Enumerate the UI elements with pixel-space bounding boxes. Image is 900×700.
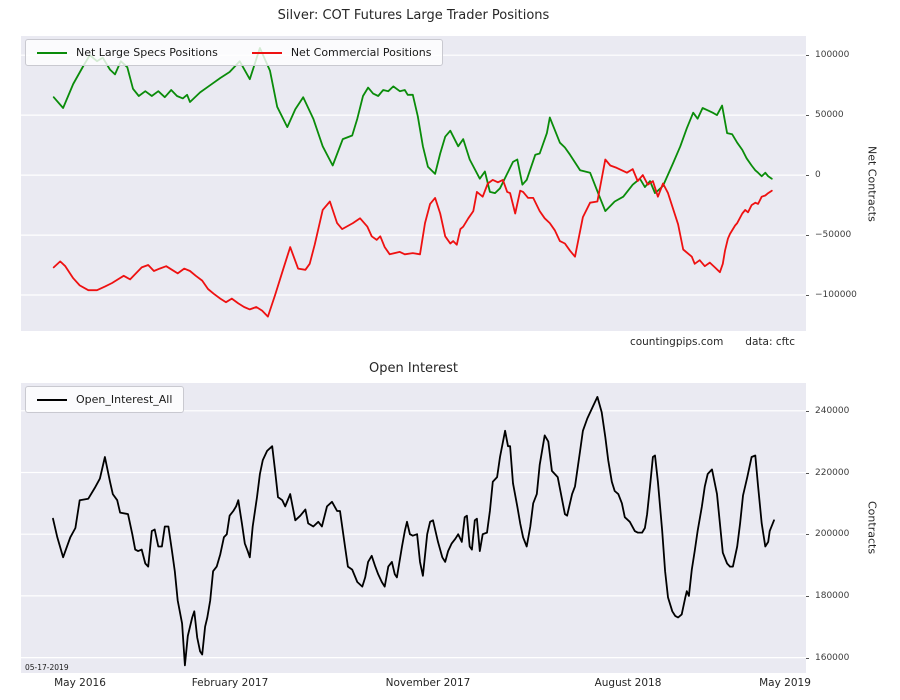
site-credit: countingpips.com xyxy=(629,336,724,348)
y-tick-mark xyxy=(806,175,809,177)
legend-item-commercials: Net Commercial Positions xyxy=(251,46,432,59)
y-tick-mark xyxy=(806,410,809,412)
y-tick-label: 220000 xyxy=(815,467,850,478)
top-y-axis-title: Net Contracts xyxy=(865,145,879,222)
y-tick-mark xyxy=(806,115,809,117)
y-tick-mark xyxy=(806,657,809,659)
net-positions-plot: Net Large Specs Positions Net Commercial… xyxy=(21,36,806,331)
y-tick-label: 160000 xyxy=(815,652,850,663)
y-tick-label: 0 xyxy=(815,170,821,181)
bottom-y-axis: 240000 220000 200000 180000 160000 xyxy=(806,383,898,673)
series-line xyxy=(52,47,773,213)
legend-item-large-specs: Net Large Specs Positions xyxy=(37,46,218,59)
series-line xyxy=(52,395,775,667)
top-legend: Net Large Specs Positions Net Commercial… xyxy=(25,39,444,66)
x-tick-label: August 2018 xyxy=(594,677,662,689)
bottom-y-axis-title: Contracts xyxy=(865,501,879,555)
bottom-chart-title: Open Interest xyxy=(369,361,458,376)
bottom-x-axis: May 2016 February 2017 November 2017 August… xyxy=(21,677,811,691)
legend-label-large-specs: Net Large Specs Positions xyxy=(76,46,218,59)
y-tick-label: −100000 xyxy=(815,290,857,300)
x-tick-label: May 2019 xyxy=(759,677,811,689)
green-line-sample-icon xyxy=(37,51,67,54)
open-interest-canvas xyxy=(21,395,806,667)
legend-label-open-interest: Open_Interest_All xyxy=(76,393,173,406)
legend-item-open-interest: Open_Interest_All xyxy=(37,393,172,406)
y-tick-mark xyxy=(806,235,809,237)
y-tick-mark xyxy=(806,295,809,296)
y-tick-mark xyxy=(806,534,809,536)
y-tick-label: −50000 xyxy=(815,230,852,241)
x-tick-label: May 2016 xyxy=(54,677,106,689)
top-chart-title: Silver: COT Futures Large Trader Positio… xyxy=(277,8,550,23)
y-tick-mark xyxy=(806,472,809,474)
net-positions-canvas xyxy=(21,47,806,318)
bottom-legend: Open_Interest_All xyxy=(25,386,185,413)
y-tick-mark xyxy=(806,595,809,597)
y-tick-mark xyxy=(806,55,809,57)
black-line-sample-icon xyxy=(37,398,67,401)
x-tick-label: February 2017 xyxy=(191,677,269,689)
report-date-label: 05-17-2019 xyxy=(25,663,69,672)
red-line-sample-icon xyxy=(251,51,282,54)
legend-label-commercials: Net Commercial Positions xyxy=(290,46,432,59)
y-tick-label: 50000 xyxy=(815,110,844,121)
credits-row: countingpips.com data: cftc xyxy=(21,336,806,348)
x-tick-label: November 2017 xyxy=(385,677,471,689)
data-source-credit: data: cftc xyxy=(745,336,795,348)
top-y-axis: 100000 50000 0 −50000 −100000 xyxy=(806,36,898,331)
y-tick-label: 240000 xyxy=(815,405,850,416)
y-tick-label: 200000 xyxy=(815,529,850,540)
y-tick-label: 180000 xyxy=(815,590,850,601)
y-tick-label: 100000 xyxy=(815,50,850,61)
series-line xyxy=(52,158,773,318)
open-interest-plot: Open_Interest_All 05-17-2019 xyxy=(21,383,806,673)
